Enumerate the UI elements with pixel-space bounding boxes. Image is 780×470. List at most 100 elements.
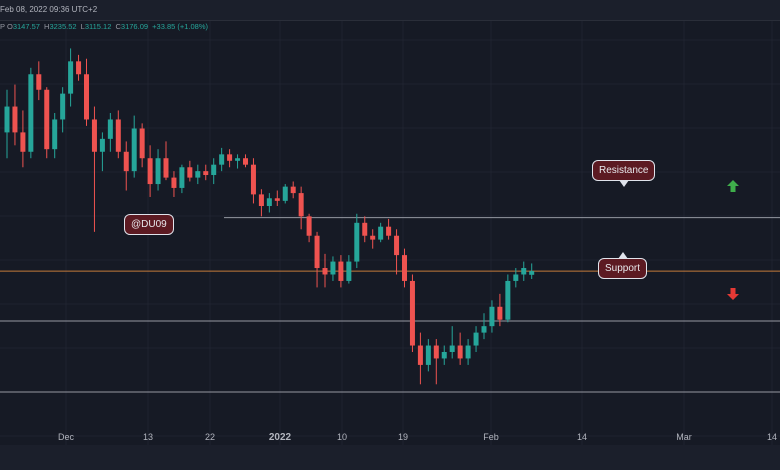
candle-down[interactable] [123,151,129,172]
candle-up[interactable] [60,93,66,120]
candle-up[interactable] [505,280,511,320]
open-value: 3147.57 [12,22,40,31]
symbol-prefix: P [0,22,5,31]
x-tick-label: 10 [337,432,347,442]
x-tick-label: 2022 [269,432,292,443]
candle-down[interactable] [433,345,439,359]
candle-down[interactable] [76,61,82,75]
x-axis-ticks: Dec 13 22 2022 10 19 Feb 14 Mar 14 [58,432,777,443]
candle-up[interactable] [521,268,527,275]
candle-up[interactable] [195,171,201,178]
candle-down[interactable] [44,89,50,150]
candle-up[interactable] [473,332,479,346]
candle-down[interactable] [322,268,328,275]
candle-down[interactable] [227,154,233,161]
candle-down[interactable] [417,345,423,365]
candle-up[interactable] [354,222,360,262]
low-label: L [80,22,85,31]
candle-down[interactable] [362,222,368,236]
candle-up[interactable] [4,106,10,133]
candle-down[interactable] [243,158,248,165]
support-callout[interactable]: Support [598,252,648,279]
candle-up[interactable] [155,158,161,185]
x-tick-label: 19 [398,432,408,442]
candle-down[interactable] [386,226,392,236]
candle-down[interactable] [497,306,503,320]
open-label: O [6,22,13,31]
candle-up[interactable] [179,167,185,188]
candle-up[interactable] [425,345,431,365]
x-tick-label: 14 [577,432,587,442]
candle-up[interactable] [378,226,384,240]
candle-down[interactable] [171,177,177,188]
x-tick-label: 22 [205,432,215,442]
candle-down[interactable] [36,74,42,90]
candle-down[interactable] [314,235,320,269]
close-value: 3176.09 [120,22,149,31]
candle-down[interactable] [147,158,153,185]
resistance-callout[interactable]: Resistance [592,160,656,187]
candle-down[interactable] [91,119,97,152]
candle-down[interactable] [298,193,304,217]
candle-up[interactable] [465,345,471,359]
arrow-down-icon [727,288,739,300]
candle-up[interactable] [330,261,336,275]
chart-header: Feb 08, 2022 09:36 UTC+2 [0,0,780,21]
candle-up[interactable] [266,198,272,207]
high-label: H [44,22,50,31]
x-tick-label: 13 [143,432,153,442]
x-tick-label: Feb [483,432,499,442]
x-tick-label: Dec [58,432,75,442]
candle-down[interactable] [187,167,193,178]
candle-down[interactable] [84,74,89,120]
candle-down[interactable] [409,280,415,346]
candle-down[interactable] [402,255,407,281]
ohlc-legend: P O3147.57 H3235.52 L3115.12 C3176.09 +3… [0,20,210,34]
candle-up[interactable] [282,186,288,201]
candle-down[interactable] [338,261,344,281]
author-watermark: @DU09 [124,214,174,235]
candle-up[interactable] [107,119,113,139]
header-date: Feb 08, 2022 09:36 UTC+2 [0,5,98,14]
candle-down[interactable] [290,186,296,194]
candle-down[interactable] [258,194,264,207]
candle-up[interactable] [68,61,74,94]
high-value: 3235.52 [49,22,77,31]
grid-lines [0,20,780,445]
candle-up[interactable] [219,154,225,165]
candle-up[interactable] [52,119,58,150]
candle-up[interactable] [28,74,34,152]
candles-group [4,48,535,385]
low-value: 3115.12 [84,22,112,31]
candle-down[interactable] [203,171,209,176]
candle-up[interactable] [235,158,241,161]
change-value: +33.85 (+1.08%) [152,22,209,31]
candle-down[interactable] [394,235,400,256]
x-tick-label: 14 [767,432,777,442]
candle-down[interactable] [115,119,121,152]
candle-up[interactable] [131,128,137,172]
candle-down[interactable] [139,128,145,159]
candle-up[interactable] [513,274,519,281]
candle-up[interactable] [481,326,487,333]
candle-down[interactable] [457,345,463,359]
time-axis-bar [0,445,780,470]
candle-down[interactable] [250,164,256,195]
candle-down[interactable] [12,106,18,133]
close-label: C [115,22,121,31]
candle-up[interactable] [211,164,217,176]
candle-up[interactable] [99,138,105,152]
candle-down[interactable] [274,198,280,201]
candle-up[interactable] [441,351,447,359]
x-tick-label: Mar [676,432,692,442]
candle-up[interactable] [449,345,455,352]
candle-down[interactable] [370,235,376,240]
arrow-up-icon [727,180,739,192]
candle-up[interactable] [346,261,352,281]
candle-down[interactable] [306,216,312,236]
candle-down[interactable] [20,132,26,152]
candle-up[interactable] [529,271,535,275]
candle-down[interactable] [163,158,169,178]
candle-up[interactable] [489,306,495,327]
